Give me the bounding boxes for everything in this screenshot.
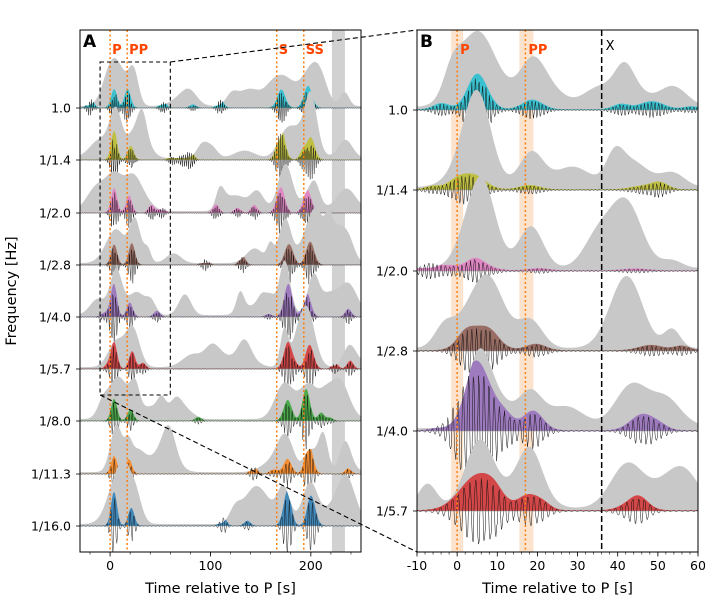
plot-area [80,30,361,552]
y-tick-label: 1/16.0 [31,519,71,534]
envelope-band [80,490,361,526]
waveform [417,328,698,374]
envelope-band [80,85,361,108]
y-tick-label: 1/11.3 [31,467,71,482]
band-2 [417,176,698,284]
x-tick-label: 40 [610,558,626,573]
waveform [417,175,698,205]
envelope-band [417,257,698,271]
y-tick-label: 1/5.7 [39,362,71,377]
phase-label-pp: PP [129,43,148,58]
x-axis-label: Time relative to P [s] [144,581,296,597]
phase-label-s: S [279,43,288,58]
band-4 [417,348,698,487]
x-tick-label: 200 [299,558,323,573]
phase-label-pp: PP [528,43,547,58]
panel-a: P PP S SSA1.01/1.41/2.01/2.81/4.01/5.71/8.0… [4,29,362,597]
x-tick-label: 10 [489,558,505,573]
x-tick-label: 60 [690,558,706,573]
y-tick-label: 1/4.0 [376,424,408,439]
x-tick-label: 50 [650,558,666,573]
envelope-band [80,284,361,317]
y-axis-label: Frequency [Hz] [4,236,20,345]
x-tick-label: 0 [453,558,461,573]
envelope-band [417,325,698,351]
band-5 [417,439,698,545]
waveform [417,478,698,545]
connector-bottom [99,394,418,553]
band-0 [417,31,698,142]
envelope-band [80,388,361,421]
x-tick-label: 30 [570,558,586,573]
y-tick-label: 1/2.0 [39,206,71,221]
panel-letter: A [83,32,97,52]
y-tick-label: 1/2.8 [376,344,408,359]
envelope-grey [80,207,361,265]
phase-label-p: P [112,43,122,58]
phase-label-ss: SS [306,43,324,58]
plot-area [417,30,698,552]
axes-frame [79,29,362,553]
x-tick-label: 0 [106,558,114,573]
phase-label-p: P [460,43,470,58]
band-1 [80,91,361,184]
zoom-box [99,61,171,396]
panel-b: P PP XB1.01/1.41/2.01/2.81/4.01/5.7-10 0 10 2… [376,29,706,597]
envelope-grey [417,176,698,271]
y-tick-label: 1.0 [51,101,71,116]
envelope-grey [80,376,361,421]
y-tick-label: 1/1.4 [376,183,408,198]
envelope-band [80,448,361,474]
x-tick-label: 100 [199,558,223,573]
envelope-grey [80,424,361,474]
envelope-band [80,130,361,160]
band-3 [417,274,698,374]
envelope-grey [417,89,698,190]
band-3 [80,207,361,285]
panel-letter: B [420,32,433,52]
y-tick-label: 1/5.7 [376,504,408,519]
envelope-band [80,187,361,213]
y-tick-label: 1/2.8 [39,258,71,273]
y-tick-label: 1.0 [388,103,408,118]
waveform [417,375,698,487]
y-tick-label: 1/1.4 [39,153,71,168]
zoom-connectors [99,29,418,553]
envelope-grey [80,58,361,108]
marker-label: X [606,39,615,54]
axes-frame [416,29,699,553]
x-tick-label: -10 [407,558,427,573]
envelope-band [80,341,361,369]
y-tick-label: 1/4.0 [39,310,71,325]
envelope-grey [80,260,361,317]
band-0 [80,58,361,127]
band-6 [80,376,361,450]
band-4 [80,260,361,344]
x-tick-label: 20 [529,558,545,573]
envelope-band [417,73,698,110]
connector-top [170,29,418,63]
y-tick-label: 1/8.0 [39,414,71,429]
envelope-grey [80,91,361,160]
x-axis-label: Time relative to P [s] [481,581,633,597]
y-tick-label: 1/2.0 [376,264,408,279]
envelope-band [417,360,698,431]
envelope-grey [80,163,361,213]
